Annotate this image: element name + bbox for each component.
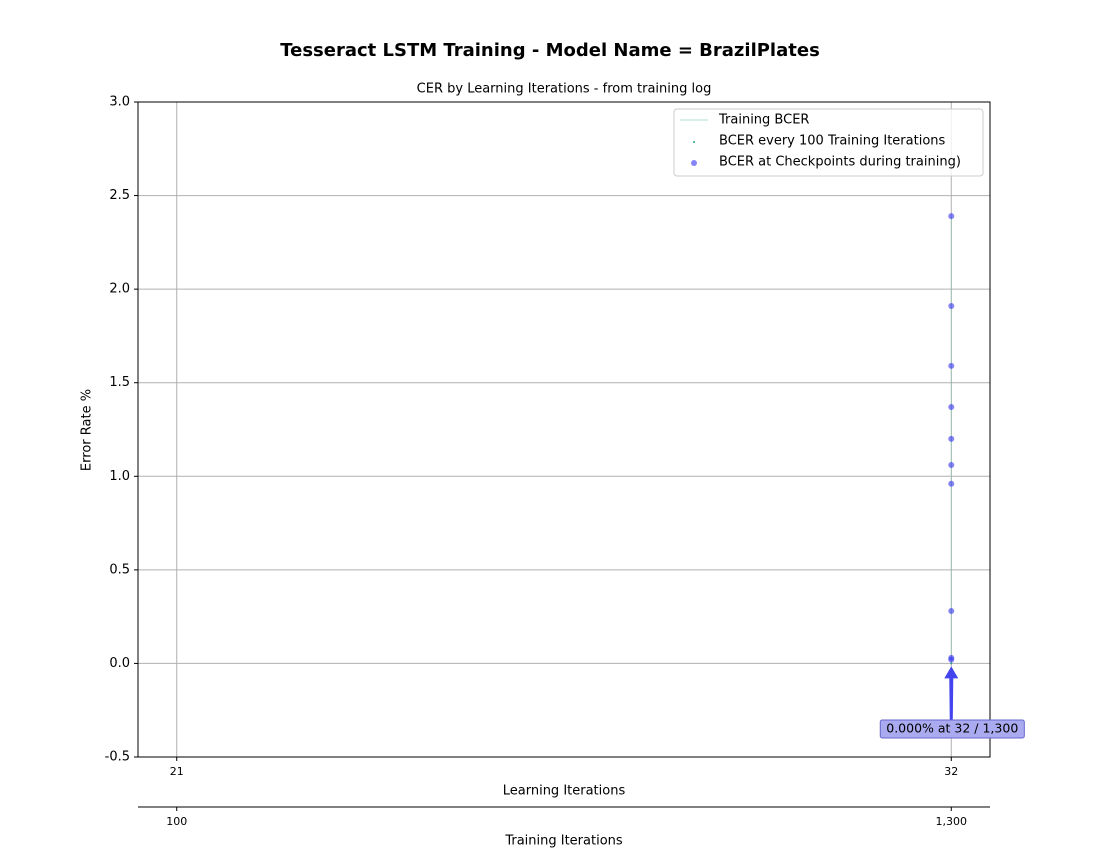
y-tick-label: 2.0 <box>109 282 130 297</box>
x2-axis-label: Training Iterations <box>504 834 623 849</box>
data-point <box>948 608 955 615</box>
chart-subtitle: CER by Learning Iterations - from traini… <box>417 82 712 97</box>
y-tick-label: -0.5 <box>105 750 130 765</box>
x2-tick-label: 100 <box>166 815 187 828</box>
annotation-text: 0.000% at 32 / 1,300 <box>886 721 1018 736</box>
data-point <box>948 362 955 369</box>
data-point <box>948 213 955 220</box>
legend-box <box>673 108 984 177</box>
legend-label: BCER every 100 Training Iterations <box>719 134 946 149</box>
data-point <box>948 302 955 309</box>
y-tick-label: 0.5 <box>109 562 130 577</box>
legend-label: BCER at Checkpoints during training) <box>719 155 961 170</box>
y-tick-label: 0.0 <box>109 656 130 671</box>
data-point <box>950 662 953 665</box>
x2-tick-label: 1,300 <box>936 815 968 828</box>
legend-swatch <box>693 141 695 143</box>
data-point <box>948 404 955 411</box>
annotation-arrow <box>944 666 959 721</box>
y-tick-label: 3.0 <box>109 95 130 110</box>
x-tick-label: 21 <box>170 765 184 778</box>
data-point <box>948 435 955 442</box>
x-tick-label: 32 <box>944 765 958 778</box>
legend-label: Training BCER <box>718 113 809 128</box>
annotation-box <box>879 719 1025 739</box>
data-point <box>948 656 955 663</box>
y-tick-label: 1.0 <box>109 469 130 484</box>
data-point <box>948 480 955 487</box>
y-axis-label: Error Rate % <box>80 389 95 471</box>
chart-title: Tesseract LSTM Training - Model Name = B… <box>280 40 820 61</box>
legend-swatch <box>691 160 697 166</box>
plot-frame <box>137 101 991 758</box>
x-axis-label: Learning Iterations <box>503 784 626 799</box>
data-point <box>948 462 955 469</box>
y-tick-label: 2.5 <box>109 188 130 203</box>
legend: Training BCER BCER every 100 Training Ite… <box>673 108 984 177</box>
y-tick-label: 1.5 <box>109 375 130 390</box>
